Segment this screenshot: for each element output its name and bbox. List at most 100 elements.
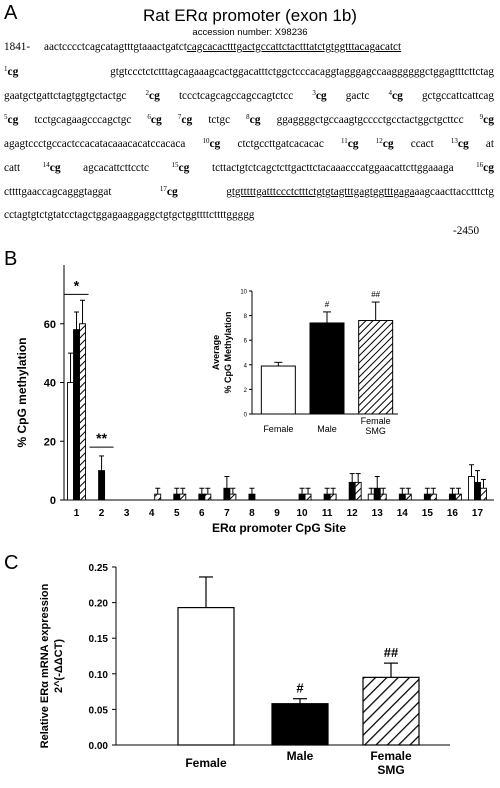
sequence-line: gaatgctgattctagtggtgctactgc 2cg tccctcag… bbox=[4, 89, 494, 102]
sequence-text: cttttgaaccagcagggtaggat bbox=[4, 186, 160, 198]
sequence-text: gtgtccctctctttagcagaaagcactggacatttctggc… bbox=[18, 66, 494, 78]
cpg-site-number: 7 bbox=[177, 113, 182, 121]
methylation-bar bbox=[79, 323, 86, 501]
methylation-bar bbox=[98, 470, 106, 501]
x-tick-label: 15 bbox=[422, 508, 434, 519]
sequence-text: aagcaacttacctttctg bbox=[414, 186, 495, 198]
y-axis-label: % CpG methylation bbox=[15, 337, 29, 447]
x-tick-label: 11 bbox=[322, 508, 333, 519]
methylation-bar bbox=[448, 493, 456, 501]
cpg-dinucleotide: cg bbox=[382, 138, 394, 150]
cpg-dinucleotide: cg bbox=[249, 114, 261, 126]
panel-c-y-tick-label: 0.15 bbox=[89, 634, 109, 645]
sequence-text: tccctcagcagccagccagtctcc bbox=[159, 90, 313, 102]
inset-x-label-part: SMG bbox=[365, 426, 386, 436]
cpg-dinucleotide: cg bbox=[7, 114, 19, 126]
inset-x-label: Female bbox=[263, 424, 293, 434]
cpg-site-number: 2 bbox=[145, 89, 149, 97]
inset-x-label: Male bbox=[317, 424, 337, 434]
x-tick-label: 9 bbox=[274, 508, 280, 519]
sequence-end-label: -2450 bbox=[453, 225, 480, 237]
methylation-bar bbox=[198, 493, 206, 501]
cpg-dinucleotide: cg bbox=[209, 138, 221, 150]
x-tick-label: 17 bbox=[472, 508, 484, 519]
cpg-site-number: 6 bbox=[147, 113, 151, 121]
sequence-line: aactcccctcagcatagtttgtaaactgatctcagcacac… bbox=[44, 41, 492, 53]
cpg-site-number: 8 bbox=[246, 113, 250, 121]
inset-y-label: % CpG Methylation bbox=[223, 311, 233, 393]
methylation-bar bbox=[323, 493, 331, 501]
sequence-text: gctgccattcattcag bbox=[402, 90, 494, 102]
sequence-line: 1cg gtgtccctctctttagcagaaagcactggacatttc… bbox=[4, 65, 494, 78]
methylation-bar bbox=[379, 493, 387, 501]
panel-c-y-tick-label: 0.05 bbox=[89, 705, 109, 716]
cpg-dinucleotide: cg bbox=[178, 162, 190, 174]
cpg-site-number: 15 bbox=[171, 161, 179, 169]
inset-bar bbox=[260, 365, 296, 415]
cpg-dinucleotide: cg bbox=[347, 138, 359, 150]
cpg-dinucleotide: cg bbox=[181, 114, 193, 126]
methylation-bar bbox=[404, 493, 412, 501]
cpg-dinucleotide: cg bbox=[391, 90, 403, 102]
accession-number: accession number: X98236 bbox=[192, 27, 308, 38]
panel-c-x-label: Male bbox=[287, 749, 314, 763]
cpg-site-number: 1 bbox=[4, 65, 8, 73]
inset-significance-hash: # bbox=[325, 300, 330, 309]
panel-c-x-label-part: SMG bbox=[377, 763, 404, 777]
x-axis-label: ERα promoter CpG Site bbox=[212, 521, 346, 535]
panel-c-y-tick-label: 0.00 bbox=[89, 741, 109, 752]
panel-a-letter: A bbox=[4, 2, 18, 24]
panel-c-y-label: 2^(-ΔΔCT) bbox=[53, 639, 65, 693]
inset-y-tick-label: 4 bbox=[244, 363, 248, 369]
inset-bar bbox=[309, 322, 345, 415]
sequence-text: catt bbox=[4, 162, 43, 174]
panel-b-letter: B bbox=[4, 248, 18, 270]
cpg-site-number: 13 bbox=[450, 137, 458, 145]
cpg-site-number: 11 bbox=[340, 137, 348, 145]
primer-sequence: gtgtttttgatttccctctttctgtgtagtttgagtggtt… bbox=[226, 186, 415, 198]
methylation-bar bbox=[67, 382, 74, 501]
methylation-bar bbox=[304, 493, 312, 501]
cpg-site-number: 12 bbox=[375, 137, 383, 145]
cpg-dinucleotide: cg bbox=[483, 114, 495, 126]
significance-star: ** bbox=[96, 430, 107, 446]
methylation-bar bbox=[454, 493, 462, 501]
methylation-bar bbox=[229, 493, 237, 501]
panel-c-significance-hash: ## bbox=[384, 645, 399, 660]
methylation-bar bbox=[354, 481, 362, 501]
x-tick-label: 8 bbox=[249, 508, 255, 519]
panel-c-y-label: Relative ERα mRNA expression bbox=[39, 583, 51, 748]
sequence-line: 5cg tcctgcagaagcccagctgc 6cg 7cg tctgc 8… bbox=[4, 113, 494, 126]
inset-x-label: Female SMG bbox=[361, 416, 391, 436]
sequence-line: agagtccctgccactccacatacaaacacatccacaca 1… bbox=[4, 137, 494, 150]
primer-sequence: cagcacactttgactgccattctactttatctgtggttta… bbox=[186, 41, 402, 53]
methylation-bar bbox=[154, 493, 162, 501]
sequence-text: ctctgccttgatcacacac bbox=[220, 138, 341, 150]
panel-c-y-tick-label: 0.20 bbox=[89, 599, 109, 610]
cpg-site-number: 3 bbox=[312, 89, 316, 97]
methylation-bar bbox=[329, 493, 337, 501]
sequence-text: tcctgcagaagcccagctgc bbox=[18, 114, 148, 126]
cpg-site-number: 5 bbox=[4, 113, 8, 121]
sequence-text: agagtccctgccactccacatacaaacacatccacaca bbox=[4, 138, 203, 150]
panel-c-x-label-part: Female bbox=[370, 749, 412, 763]
methylation-bar bbox=[373, 487, 381, 501]
inset-y-tick-label: 0 bbox=[244, 413, 248, 419]
x-tick-label: 16 bbox=[447, 508, 459, 519]
methylation-bar bbox=[179, 493, 187, 501]
sequence-text: cctagtgtctgtatcctagctggagaaggaggctgtgctg… bbox=[4, 209, 255, 221]
inset-bar bbox=[358, 320, 394, 415]
y-tick-label: 0 bbox=[50, 495, 56, 507]
sequence-text: tctgc bbox=[192, 114, 247, 126]
cpg-site-number: 10 bbox=[202, 137, 210, 145]
x-tick-label: 1 bbox=[74, 508, 80, 519]
panel-a-title: Rat ERα promoter (exon 1b) bbox=[143, 6, 357, 25]
inset-y-tick-label: 2 bbox=[244, 388, 248, 394]
x-tick-label: 13 bbox=[372, 508, 384, 519]
methylation-bar bbox=[423, 493, 431, 501]
x-tick-label: 7 bbox=[224, 508, 230, 519]
x-tick-label: 5 bbox=[174, 508, 180, 519]
panel-c-x-label: Female bbox=[185, 756, 227, 770]
cpg-site-number: 16 bbox=[476, 161, 484, 169]
cpg-dinucleotide: cg bbox=[166, 186, 178, 198]
